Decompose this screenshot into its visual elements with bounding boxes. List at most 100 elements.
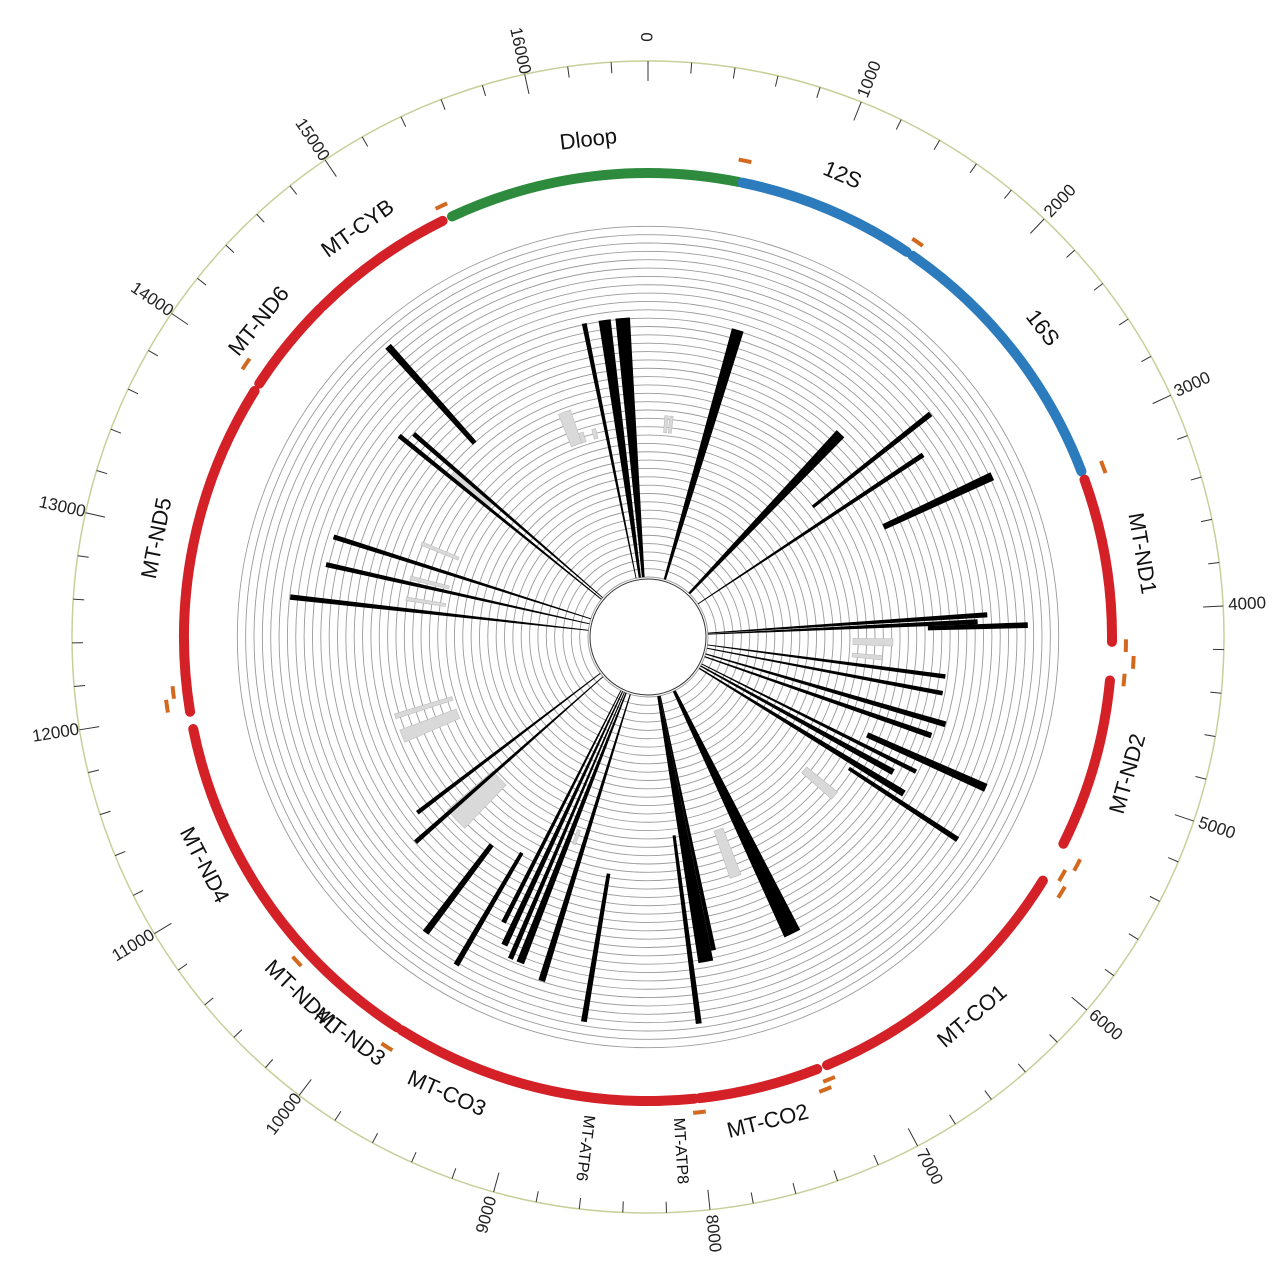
trna-marker xyxy=(434,201,448,211)
tick-mark xyxy=(774,75,779,87)
trna-marker xyxy=(240,357,252,371)
light-bar xyxy=(409,575,450,590)
gene-arc xyxy=(254,303,326,389)
variant-wedge xyxy=(598,319,641,578)
tick-mark xyxy=(1200,518,1212,523)
variant-wedge xyxy=(453,851,524,967)
light-bar xyxy=(446,770,507,829)
variant-wedge xyxy=(325,562,590,625)
track-ring xyxy=(387,376,909,898)
track-ring xyxy=(437,426,859,848)
gene-label: 16S xyxy=(1021,305,1065,351)
tick-mark xyxy=(1004,189,1012,199)
gene-arc xyxy=(694,1064,823,1104)
trna-marker xyxy=(164,699,170,713)
track-ring xyxy=(520,509,776,765)
concentric-track-rings xyxy=(236,225,1060,1049)
tick-mark xyxy=(114,851,126,857)
tick-mark xyxy=(1190,476,1202,481)
tick-mark xyxy=(440,99,446,110)
tick-mark xyxy=(110,428,122,434)
trna-marker xyxy=(1121,673,1127,687)
gene-label: 12S xyxy=(820,155,866,193)
tick-label: 7000 xyxy=(912,1146,946,1188)
center-hole xyxy=(589,578,707,696)
variant-wedge xyxy=(847,766,960,842)
light-bars xyxy=(394,409,894,879)
variant-wedge xyxy=(698,667,906,797)
track-ring xyxy=(261,250,1035,1024)
track-ring xyxy=(479,468,818,807)
gene-arc xyxy=(737,177,912,257)
tick-mark xyxy=(481,85,487,96)
gene-arc xyxy=(822,875,1048,1071)
tick-label: 5000 xyxy=(1196,813,1238,843)
variant-wedge xyxy=(516,692,627,965)
tick-label: 13000 xyxy=(37,492,87,521)
gene-label: Dloop xyxy=(558,123,618,155)
track-ring xyxy=(504,493,792,781)
tick-mark xyxy=(132,890,144,896)
tick-mark xyxy=(853,101,862,121)
variant-wedge xyxy=(538,694,631,982)
tick-mark xyxy=(1017,1063,1026,1073)
track-ring xyxy=(245,234,1051,1040)
trna-markers xyxy=(164,157,1136,1115)
gene-label: MT-CO2 xyxy=(724,1099,811,1143)
light-bar xyxy=(420,541,460,561)
tick-mark xyxy=(1049,1034,1058,1043)
tick-mark xyxy=(127,388,139,395)
track-ring xyxy=(529,518,767,756)
light-bar xyxy=(591,428,599,440)
light-bar xyxy=(394,696,454,720)
tick-mark xyxy=(493,1172,500,1193)
tick-mark xyxy=(1177,435,1188,440)
tick-mark xyxy=(873,1154,879,1166)
tick-mark xyxy=(1152,394,1172,405)
track-ring xyxy=(303,292,993,982)
variant-wedge xyxy=(659,695,716,951)
variant-wedge xyxy=(701,663,918,774)
track-ring xyxy=(462,451,834,823)
variant-wedge xyxy=(688,430,845,595)
gene-arc xyxy=(518,1079,665,1106)
tick-mark xyxy=(334,1110,342,1121)
variant-wedge xyxy=(705,653,947,728)
variant-wedge xyxy=(672,835,702,1025)
track-ring xyxy=(537,526,759,748)
gene-arc xyxy=(317,215,448,312)
light-bar xyxy=(578,431,587,444)
trna-marker xyxy=(1057,869,1068,883)
tick-mark xyxy=(177,963,188,971)
variant-wedge xyxy=(581,322,637,579)
track-ring xyxy=(403,392,893,882)
tick-mark xyxy=(1204,734,1216,737)
tick-label: 10000 xyxy=(262,1089,306,1138)
tick-mark xyxy=(1167,857,1179,863)
trna-marker xyxy=(380,1041,394,1053)
gene-arc xyxy=(1058,675,1115,849)
tick-mark xyxy=(265,1059,274,1068)
variant-wedge xyxy=(866,732,988,792)
light-bar xyxy=(399,708,461,743)
tick-mark xyxy=(256,213,265,223)
track-ring xyxy=(579,568,717,706)
gene-arc xyxy=(188,724,314,959)
variant-wedge xyxy=(707,612,988,634)
gene-label: MT-ATP8 xyxy=(670,1117,691,1184)
tick-mark xyxy=(451,1168,457,1179)
tick-mark xyxy=(225,244,235,253)
track-ring xyxy=(362,351,934,923)
gene-arc xyxy=(447,168,744,222)
tick-mark xyxy=(1203,605,1224,608)
variant-wedge xyxy=(706,647,944,696)
tick-mark xyxy=(567,66,570,78)
track-ring xyxy=(545,534,751,740)
variant-wedge xyxy=(882,472,995,530)
tick-mark xyxy=(732,67,736,79)
light-bar xyxy=(852,638,894,647)
track-ring xyxy=(253,242,1043,1032)
tick-mark xyxy=(74,685,86,687)
variant-wedge xyxy=(663,328,744,580)
gene-arc xyxy=(179,386,260,717)
